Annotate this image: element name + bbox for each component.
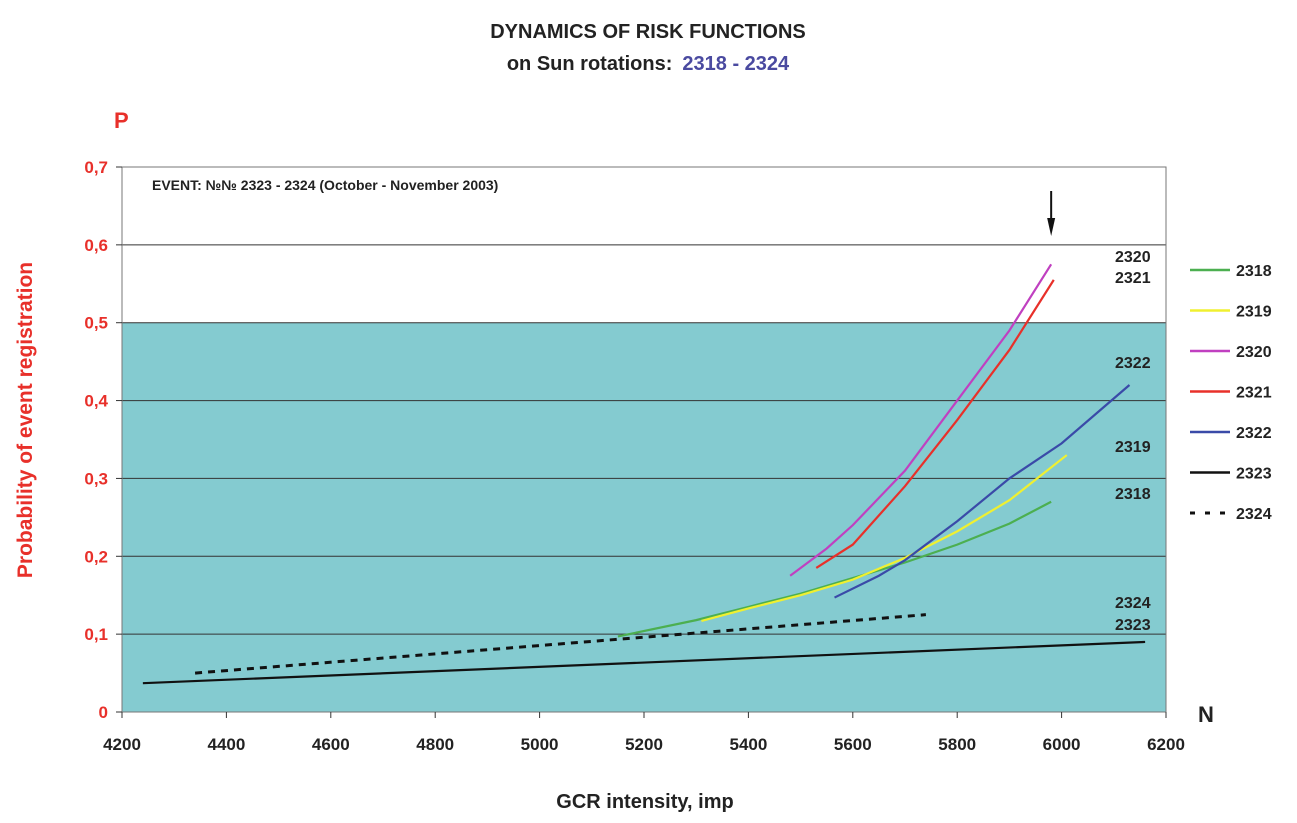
shaded-band <box>122 322 1166 712</box>
series-line-2320 <box>789 263 1053 577</box>
legend-label-2320: 2320 <box>1236 344 1272 361</box>
x-tick-label: 5200 <box>625 735 663 754</box>
y-tick-label: 0,1 <box>84 625 108 644</box>
x-tick-label: 5600 <box>834 735 872 754</box>
series-line-2319 <box>701 454 1068 622</box>
series-line-2324 <box>194 613 926 675</box>
series-line-2321 <box>815 279 1055 569</box>
end-label-2319: 2319 <box>1115 439 1151 456</box>
end-label-2322: 2322 <box>1115 355 1151 372</box>
y-tick-label: 0,6 <box>84 236 108 255</box>
legend-label-2321: 2321 <box>1236 385 1272 402</box>
event-annotation: EVENT: №№ 2323 - 2324 (October - Novembe… <box>152 177 498 193</box>
x-tick-label: 5800 <box>938 735 976 754</box>
series-line-2323 <box>142 640 1146 685</box>
x-tick-label: 6000 <box>1043 735 1081 754</box>
arrow-head-icon <box>1047 218 1056 236</box>
x-axis-label: GCR intensity, imp <box>556 791 733 813</box>
end-label-2321: 2321 <box>1115 270 1151 287</box>
y-tick-label: 0,4 <box>84 392 108 411</box>
series-line-2318 <box>617 500 1052 638</box>
x-tick-label: 4600 <box>312 735 350 754</box>
end-label-2323: 2323 <box>1115 617 1151 634</box>
legend-label-2324: 2324 <box>1236 506 1272 523</box>
chart-title: DYNAMICS OF RISK FUNCTIONS <box>490 21 806 43</box>
y-tick-label: 0,7 <box>84 158 108 177</box>
legend-label-2318: 2318 <box>1236 263 1272 280</box>
end-label-2320: 2320 <box>1115 249 1151 266</box>
legend-label-2323: 2323 <box>1236 466 1272 483</box>
x-tick-label: 4400 <box>207 735 245 754</box>
x-tick-label: 4800 <box>416 735 454 754</box>
y-axis-symbol: P <box>114 108 129 133</box>
y-tick-label: 0 <box>99 703 108 722</box>
y-axis-label: Probability of event registration <box>14 262 37 578</box>
x-tick-label: 5000 <box>521 735 559 754</box>
chart-subtitle: on Sun rotations: 2318 - 2324 <box>507 53 790 75</box>
end-label-2324: 2324 <box>1115 595 1151 612</box>
end-label-2318: 2318 <box>1115 486 1151 503</box>
x-tick-label: 4200 <box>103 735 141 754</box>
legend-label-2319: 2319 <box>1236 304 1272 321</box>
x-axis-symbol: N <box>1198 702 1214 727</box>
series-line-2322 <box>834 384 1131 599</box>
x-tick-label: 6200 <box>1147 735 1185 754</box>
y-tick-label: 0,3 <box>84 469 108 488</box>
x-tick-label: 5400 <box>729 735 767 754</box>
legend-label-2322: 2322 <box>1236 425 1272 442</box>
y-tick-label: 0,2 <box>84 547 108 566</box>
y-tick-label: 0,5 <box>84 314 108 333</box>
